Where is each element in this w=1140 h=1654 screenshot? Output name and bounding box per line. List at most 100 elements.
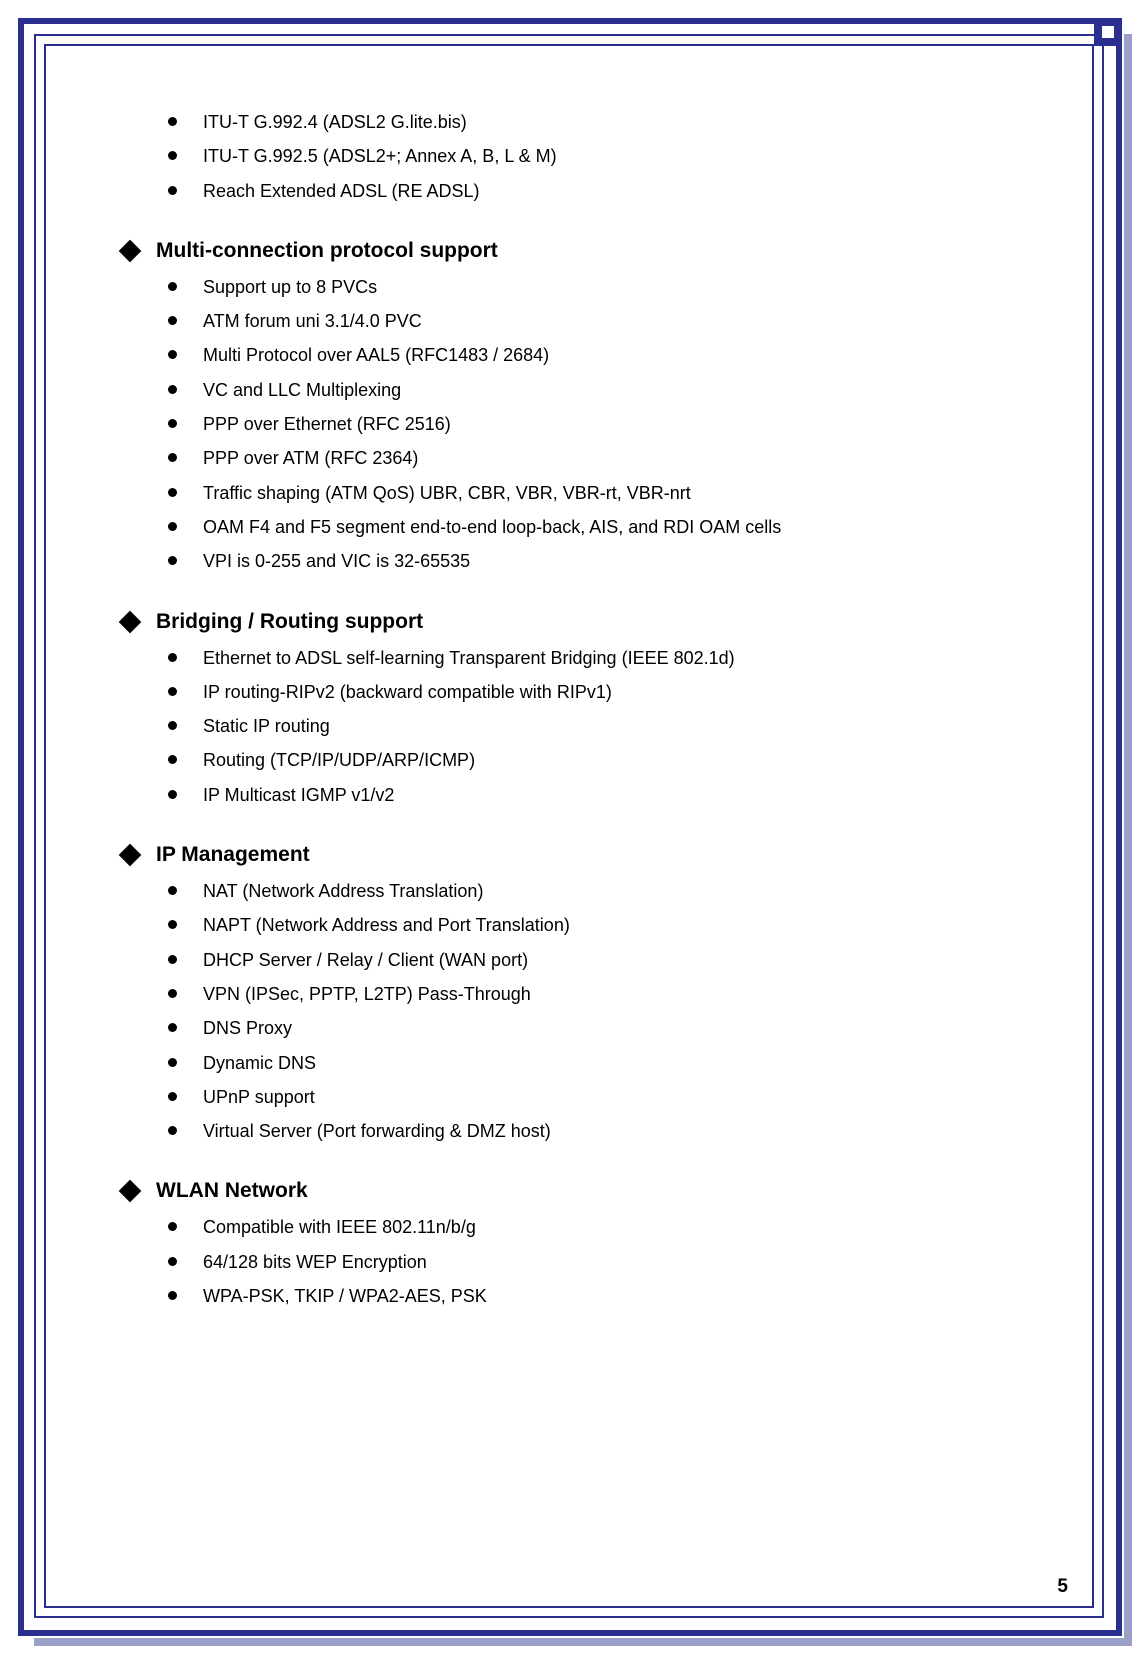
bullet-icon (168, 453, 177, 462)
bullet-icon (168, 488, 177, 497)
bullet-icon (168, 117, 177, 126)
bullet-icon (168, 186, 177, 195)
bullet-icon (168, 282, 177, 291)
section-wlan-network: WLAN Network Compatible with IEEE 802.11… (120, 1179, 1040, 1308)
list-item: Virtual Server (Port forwarding & DMZ ho… (168, 1119, 1040, 1143)
bullet-icon (168, 1023, 177, 1032)
list-item: DNS Proxy (168, 1016, 1040, 1040)
list-item: Ethernet to ADSL self-learning Transpare… (168, 646, 1040, 670)
list-item-text: IP routing-RIPv2 (backward compatible wi… (203, 680, 612, 704)
list-item-text: VPI is 0-255 and VIC is 32-65535 (203, 549, 470, 573)
page-number: 5 (1057, 1576, 1068, 1598)
bullet-icon (168, 1222, 177, 1231)
list-item-text: Ethernet to ADSL self-learning Transpare… (203, 646, 735, 670)
list-item: 64/128 bits WEP Encryption (168, 1250, 1040, 1274)
bullet-icon (168, 419, 177, 428)
section-header: Bridging / Routing support (120, 610, 1040, 634)
list-item-text: PPP over ATM (RFC 2364) (203, 446, 418, 470)
section-title: WLAN Network (156, 1179, 308, 1203)
list-item: VPN (IPSec, PPTP, L2TP) Pass-Through (168, 982, 1040, 1006)
list-item-text: WPA-PSK, TKIP / WPA2-AES, PSK (203, 1284, 487, 1308)
diamond-icon (119, 610, 142, 633)
list-item: WPA-PSK, TKIP / WPA2-AES, PSK (168, 1284, 1040, 1308)
list-item-text: ITU-T G.992.4 (ADSL2 G.lite.bis) (203, 110, 467, 134)
bullet-icon (168, 522, 177, 531)
section-list: Support up to 8 PVCs ATM forum uni 3.1/4… (120, 275, 1040, 574)
frame-shadow-bottom (34, 1638, 1132, 1646)
page-content: ITU-T G.992.4 (ADSL2 G.lite.bis) ITU-T G… (120, 100, 1040, 1574)
list-item: ITU-T G.992.4 (ADSL2 G.lite.bis) (168, 110, 1040, 134)
list-item: OAM F4 and F5 segment end-to-end loop-ba… (168, 515, 1040, 539)
list-item-text: Multi Protocol over AAL5 (RFC1483 / 2684… (203, 343, 549, 367)
section-title: Bridging / Routing support (156, 610, 423, 634)
list-item-text: VC and LLC Multiplexing (203, 378, 401, 402)
list-item: PPP over Ethernet (RFC 2516) (168, 412, 1040, 436)
list-item: Dynamic DNS (168, 1051, 1040, 1075)
bullet-icon (168, 1257, 177, 1266)
list-item-text: OAM F4 and F5 segment end-to-end loop-ba… (203, 515, 781, 539)
bullet-icon (168, 955, 177, 964)
list-item: ATM forum uni 3.1/4.0 PVC (168, 309, 1040, 333)
section-list: Ethernet to ADSL self-learning Transpare… (120, 646, 1040, 807)
section-header: WLAN Network (120, 1179, 1040, 1203)
list-item: DHCP Server / Relay / Client (WAN port) (168, 948, 1040, 972)
list-item: Support up to 8 PVCs (168, 275, 1040, 299)
section-title: Multi-connection protocol support (156, 239, 498, 263)
bullet-icon (168, 989, 177, 998)
bullet-icon (168, 1092, 177, 1101)
bullet-icon (168, 350, 177, 359)
bullet-icon (168, 687, 177, 696)
section-list: NAT (Network Address Translation) NAPT (… (120, 879, 1040, 1143)
list-item: VC and LLC Multiplexing (168, 378, 1040, 402)
list-item-text: 64/128 bits WEP Encryption (203, 1250, 427, 1274)
list-item: Multi Protocol over AAL5 (RFC1483 / 2684… (168, 343, 1040, 367)
section-ip-management: IP Management NAT (Network Address Trans… (120, 843, 1040, 1143)
list-item-text: DHCP Server / Relay / Client (WAN port) (203, 948, 528, 972)
frame-shadow-right (1124, 34, 1132, 1646)
list-item-text: DNS Proxy (203, 1016, 292, 1040)
list-item-text: Routing (TCP/IP/UDP/ARP/ICMP) (203, 748, 475, 772)
list-item: Traffic shaping (ATM QoS) UBR, CBR, VBR,… (168, 481, 1040, 505)
list-item: ITU-T G.992.5 (ADSL2+; Annex A, B, L & M… (168, 144, 1040, 168)
bullet-icon (168, 721, 177, 730)
list-item: IP Multicast IGMP v1/v2 (168, 783, 1040, 807)
section-list: Compatible with IEEE 802.11n/b/g 64/128 … (120, 1215, 1040, 1308)
list-item-text: Reach Extended ADSL (RE ADSL) (203, 179, 479, 203)
list-item: VPI is 0-255 and VIC is 32-65535 (168, 549, 1040, 573)
bullet-icon (168, 1291, 177, 1300)
section-multi-connection: Multi-connection protocol support Suppor… (120, 239, 1040, 574)
bullet-icon (168, 886, 177, 895)
list-item-text: Support up to 8 PVCs (203, 275, 377, 299)
bullet-icon (168, 755, 177, 764)
list-item: PPP over ATM (RFC 2364) (168, 446, 1040, 470)
bullet-icon (168, 920, 177, 929)
list-item: Reach Extended ADSL (RE ADSL) (168, 179, 1040, 203)
list-item: Compatible with IEEE 802.11n/b/g (168, 1215, 1040, 1239)
bullet-icon (168, 385, 177, 394)
list-item: Static IP routing (168, 714, 1040, 738)
list-item-text: NAPT (Network Address and Port Translati… (203, 913, 570, 937)
list-item-text: ITU-T G.992.5 (ADSL2+; Annex A, B, L & M… (203, 144, 557, 168)
list-item-text: NAT (Network Address Translation) (203, 879, 483, 903)
diamond-icon (119, 844, 142, 867)
bullet-icon (168, 1126, 177, 1135)
section-header: Multi-connection protocol support (120, 239, 1040, 263)
bullet-icon (168, 316, 177, 325)
list-item-text: Traffic shaping (ATM QoS) UBR, CBR, VBR,… (203, 481, 691, 505)
section-bridging-routing: Bridging / Routing support Ethernet to A… (120, 610, 1040, 807)
list-item-text: Static IP routing (203, 714, 330, 738)
diamond-icon (119, 240, 142, 263)
bullet-icon (168, 556, 177, 565)
list-item: Routing (TCP/IP/UDP/ARP/ICMP) (168, 748, 1040, 772)
section-header: IP Management (120, 843, 1040, 867)
list-item-text: UPnP support (203, 1085, 315, 1109)
list-item-text: Dynamic DNS (203, 1051, 316, 1075)
list-item-text: VPN (IPSec, PPTP, L2TP) Pass-Through (203, 982, 531, 1006)
list-item: IP routing-RIPv2 (backward compatible wi… (168, 680, 1040, 704)
diamond-icon (119, 1180, 142, 1203)
list-item: NAPT (Network Address and Port Translati… (168, 913, 1040, 937)
list-item: UPnP support (168, 1085, 1040, 1109)
bullet-icon (168, 653, 177, 662)
list-item-text: Compatible with IEEE 802.11n/b/g (203, 1215, 476, 1239)
top-bullet-list: ITU-T G.992.4 (ADSL2 G.lite.bis) ITU-T G… (120, 110, 1040, 203)
